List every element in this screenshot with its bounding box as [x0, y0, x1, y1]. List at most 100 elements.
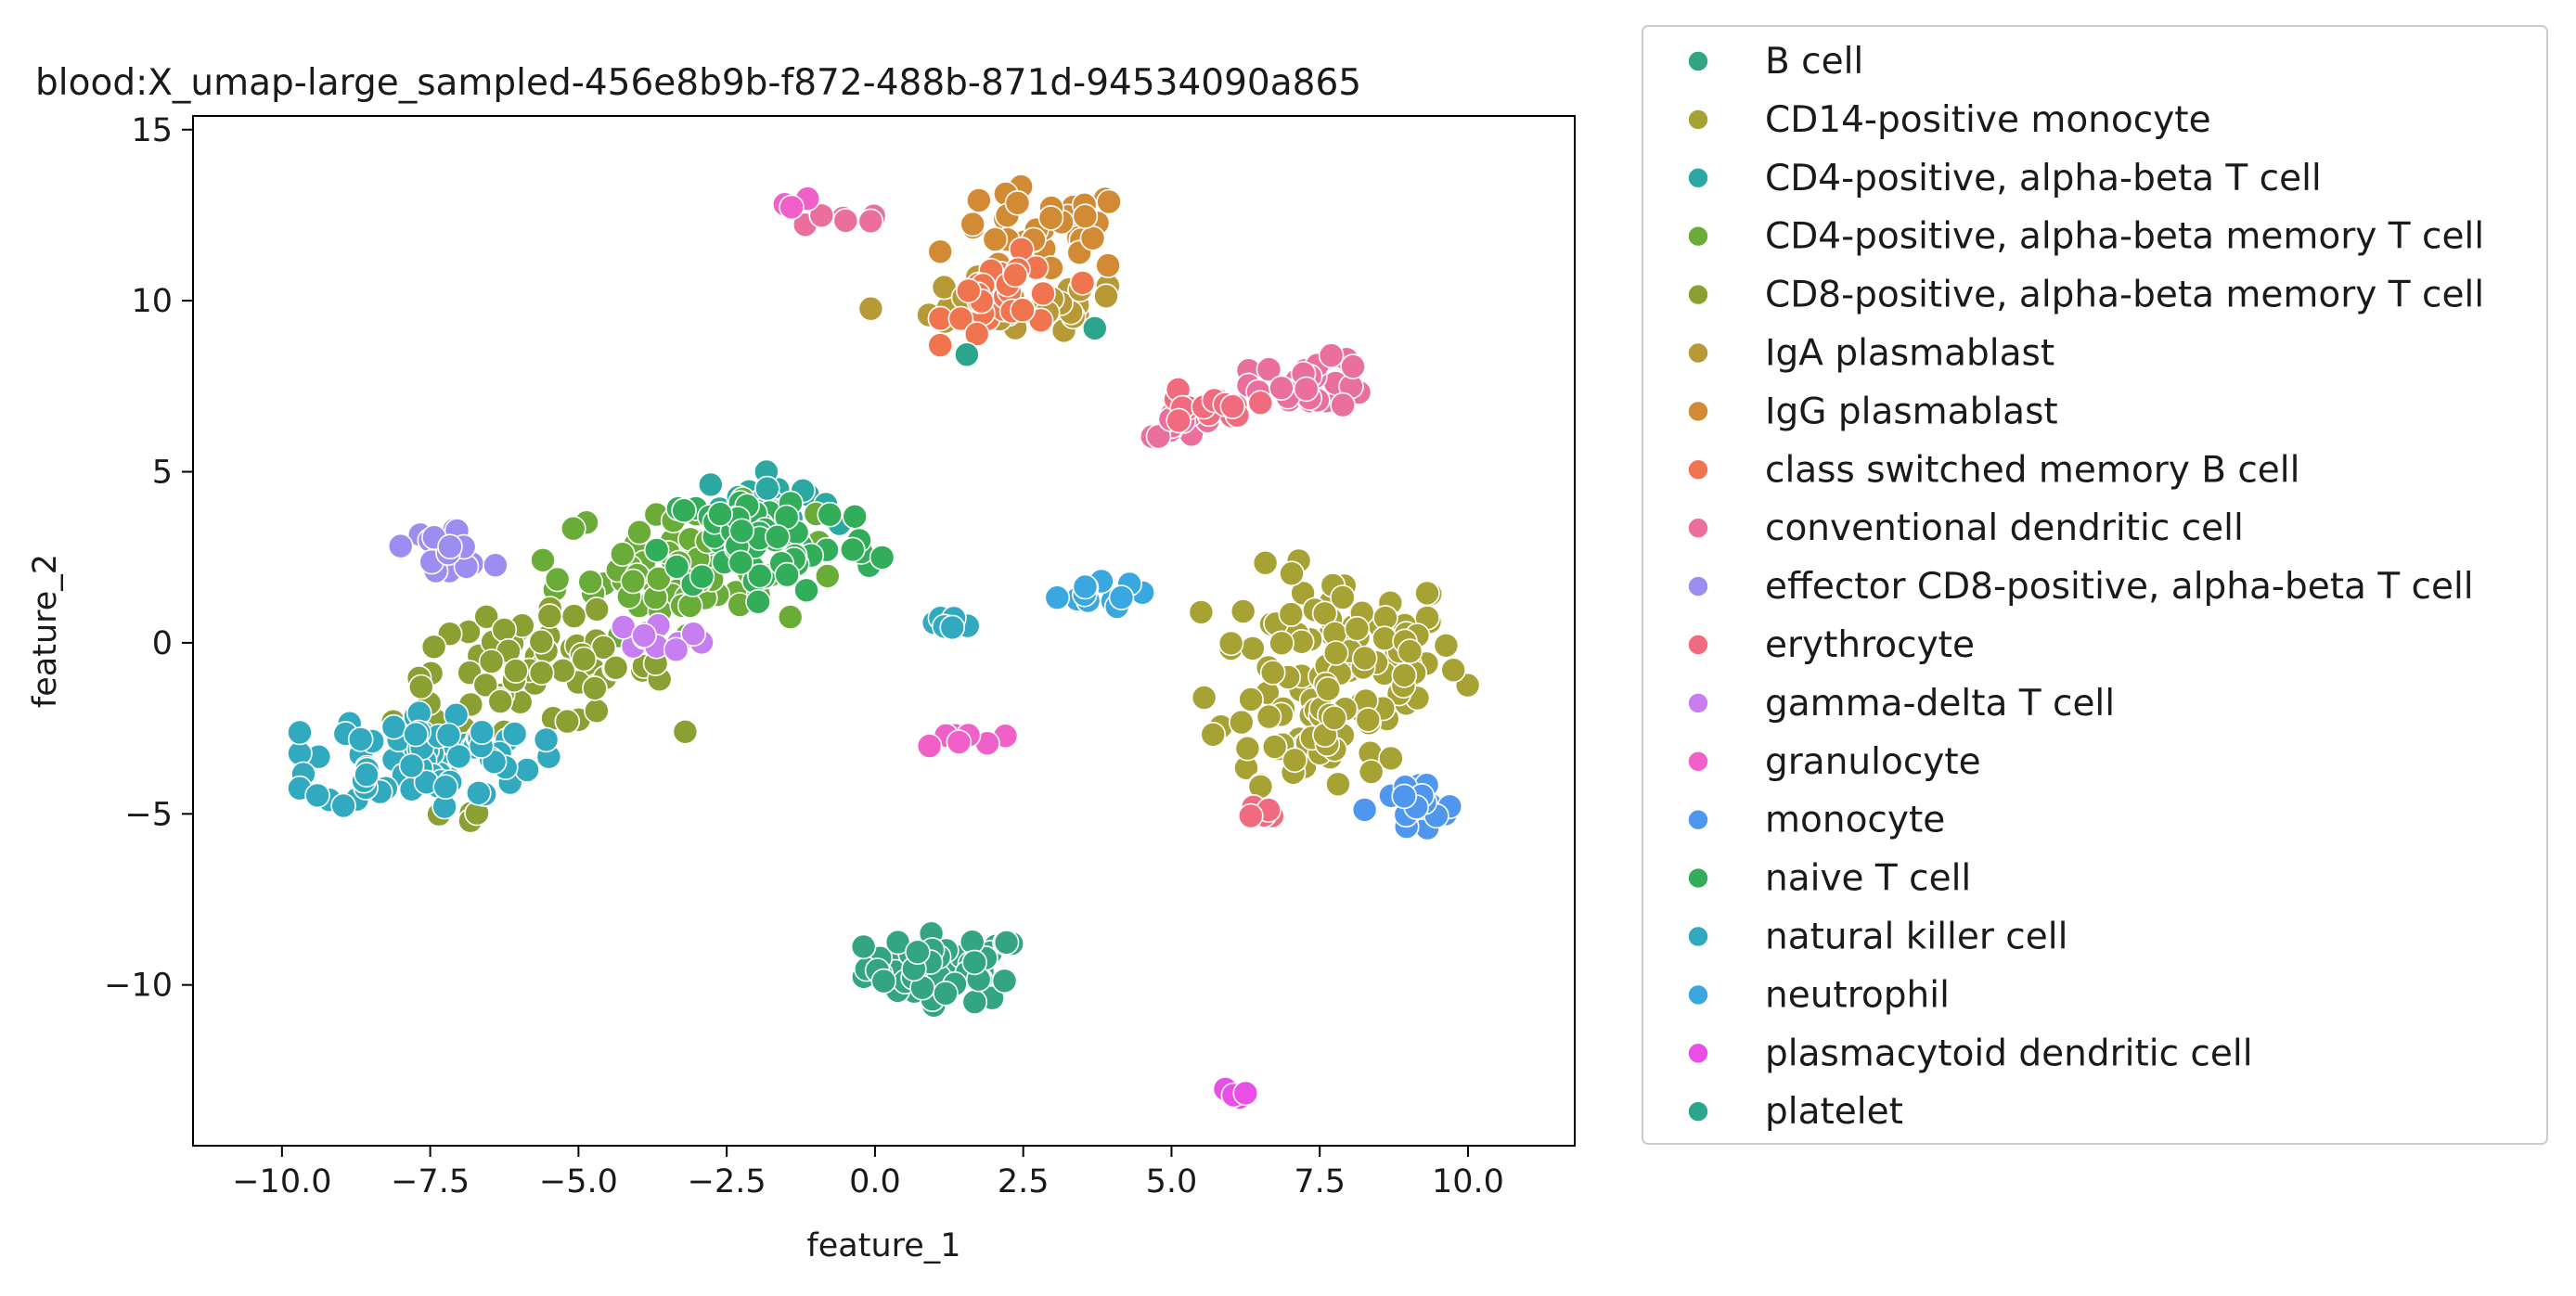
- data-point: [465, 779, 492, 806]
- data-point: [947, 305, 974, 332]
- legend-label: natural killer cell: [1765, 917, 2067, 958]
- data-point: [1072, 573, 1099, 600]
- data-point: [1261, 734, 1288, 760]
- data-point: [1322, 640, 1349, 666]
- data-point: [620, 568, 647, 595]
- data-point: [1293, 376, 1320, 403]
- legend-marker: [1687, 1100, 1709, 1123]
- data-point: [671, 497, 697, 524]
- data-point: [435, 722, 462, 749]
- data-point: [728, 518, 755, 545]
- data-point: [764, 523, 791, 550]
- legend-label: erythrocyte: [1765, 624, 1975, 666]
- data-point: [1351, 645, 1378, 672]
- data-point: [1191, 685, 1217, 711]
- data-point: [536, 603, 563, 629]
- data-point: [1318, 342, 1345, 368]
- series-neutrophil: [1044, 568, 1155, 620]
- axes-frame: [192, 115, 1576, 1147]
- x-tick-label: −5.0: [539, 1163, 618, 1200]
- data-point: [870, 968, 897, 994]
- data-point: [437, 533, 463, 560]
- legend-label: neutrophil: [1765, 974, 1950, 1016]
- legend-marker: [1687, 109, 1709, 131]
- legend-marker: [1687, 575, 1709, 597]
- data-point: [1229, 709, 1255, 736]
- data-point: [487, 688, 514, 714]
- data-point: [933, 981, 959, 1007]
- data-point: [472, 672, 499, 699]
- data-point: [577, 569, 604, 596]
- data-point: [680, 621, 707, 648]
- data-point: [1340, 353, 1366, 379]
- legend-label: CD4-positive, alpha-beta T cell: [1765, 158, 2322, 199]
- legend-marker: [1687, 458, 1709, 481]
- data-point: [347, 726, 374, 752]
- data-point: [354, 762, 380, 788]
- legend-marker: [1687, 925, 1709, 948]
- data-point: [960, 211, 985, 237]
- data-point: [779, 194, 805, 221]
- data-point: [1037, 205, 1064, 231]
- data-point: [1414, 580, 1440, 607]
- data-point: [503, 658, 529, 684]
- data-point: [1330, 391, 1356, 418]
- data-point: [1072, 203, 1099, 229]
- series-platelet: [954, 315, 1108, 368]
- data-point: [1082, 315, 1108, 341]
- data-point: [946, 729, 972, 755]
- data-point: [869, 545, 895, 571]
- legend-marker: [1687, 1042, 1709, 1065]
- data-point: [330, 792, 356, 819]
- data-point: [1279, 560, 1305, 587]
- data-point: [1344, 615, 1371, 642]
- data-point: [1355, 707, 1382, 733]
- x-axis-label: feature_1: [806, 1227, 960, 1264]
- data-point: [1079, 225, 1106, 251]
- data-point: [1321, 705, 1347, 731]
- y-axis-label: feature_2: [27, 554, 64, 708]
- data-point: [469, 719, 496, 746]
- legend-marker: [1687, 283, 1709, 306]
- y-tick-label: −10: [104, 968, 173, 1005]
- data-point: [473, 603, 500, 630]
- data-point: [1240, 635, 1266, 661]
- data-point: [1030, 280, 1056, 307]
- data-point: [961, 949, 987, 976]
- data-point: [1044, 584, 1071, 611]
- data-point: [626, 519, 652, 545]
- data-point: [1256, 356, 1282, 382]
- data-point: [1002, 262, 1028, 289]
- data-point: [491, 617, 518, 643]
- legend-label: granulocyte: [1765, 741, 1981, 783]
- legend-marker: [1687, 750, 1709, 773]
- data-point: [533, 726, 560, 753]
- data-point: [916, 733, 943, 759]
- data-point: [380, 713, 407, 740]
- data-point: [793, 577, 819, 604]
- data-point: [1108, 584, 1135, 610]
- legend-marker: [1687, 808, 1709, 831]
- data-point: [643, 537, 670, 563]
- series-erythrocyte: [1163, 377, 1285, 829]
- y-tick-label: −5: [124, 796, 173, 833]
- data-point: [1219, 393, 1246, 419]
- series-granulocyte: [771, 186, 1019, 759]
- data-point: [304, 782, 330, 809]
- legend-label: IgA plasmablast: [1765, 333, 2054, 375]
- data-point: [1010, 297, 1036, 324]
- data-point: [582, 675, 608, 701]
- x-tick-label: −7.5: [391, 1163, 470, 1200]
- data-point: [808, 202, 835, 229]
- data-point: [1252, 549, 1279, 576]
- points-layer: [287, 173, 1481, 1110]
- data-point: [544, 566, 571, 593]
- data-point: [1391, 662, 1418, 688]
- legend-label: effector CD8-positive, alpha-beta T cell: [1765, 566, 2474, 608]
- legend-label: conventional dendritic cell: [1765, 507, 2244, 549]
- data-point: [549, 657, 576, 684]
- data-point: [1330, 584, 1356, 610]
- data-point: [1234, 735, 1261, 762]
- data-point: [584, 698, 610, 725]
